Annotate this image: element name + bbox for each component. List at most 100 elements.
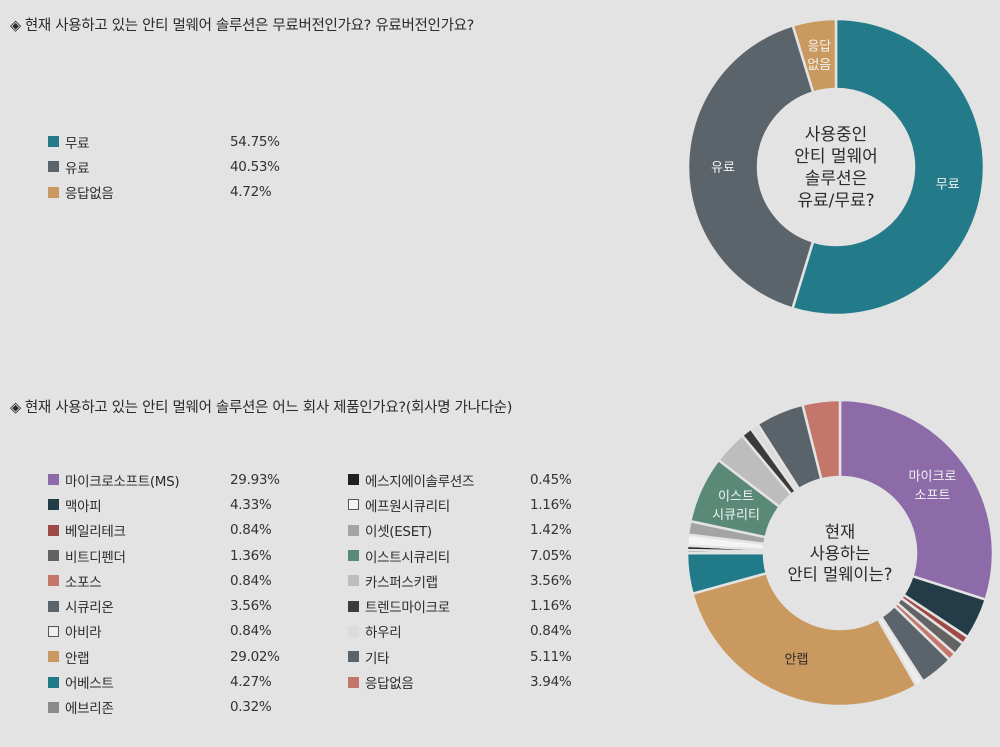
pie-slice	[838, 398, 995, 602]
legend-row: 에스지에이솔루션즈 0.45%	[348, 467, 572, 492]
legend-swatch	[348, 575, 359, 587]
diamond-icon: ◈	[10, 18, 21, 34]
legend-label: 시큐리온	[65, 600, 114, 617]
legend-value: 0.84%	[230, 623, 272, 640]
legend-label: 이스트시큐리티	[365, 549, 450, 566]
legend-swatch	[48, 186, 59, 198]
legend-label: 카스퍼스키랩	[365, 574, 438, 591]
legend-label: 소포스	[65, 574, 102, 591]
legend-label: 무료	[65, 135, 90, 152]
legend-value: 0.84%	[230, 572, 272, 589]
legend-label: 하우리	[365, 625, 402, 642]
legend-label: 기타	[365, 650, 390, 667]
legend-row: 맥아피 4.33%	[48, 492, 272, 517]
donut-hole	[764, 477, 916, 629]
legend-label: 비트디펜더	[65, 549, 126, 566]
legend-swatch	[348, 550, 359, 562]
legend-row: 응답없음 4.72%	[48, 180, 272, 205]
legend-value: 7.05%	[530, 547, 572, 564]
legend-swatch	[48, 524, 59, 536]
diamond-icon: ◈	[10, 400, 21, 416]
legend-label: 베일리테크	[65, 524, 126, 541]
legend-value: 4.33%	[230, 496, 272, 513]
question-2-text: 현재 사용하고 있는 안티 멀웨어 솔루션은 어느 회사 제품인가요?(회사명 …	[24, 400, 513, 416]
legend-swatch	[348, 600, 359, 612]
legend-swatch	[348, 524, 359, 536]
chart-2-legend-col1: 마이크로소프트(MS) 29.93% 맥아피 4.33% 베일리테크 0.84% 비트디펜더…	[48, 467, 280, 720]
slice-label: 무료	[936, 177, 960, 192]
legend-row: 기타 5.11%	[348, 644, 572, 669]
legend-swatch	[48, 651, 59, 663]
legend-swatch	[48, 600, 59, 612]
legend-row: 시큐리온 3.56%	[48, 593, 272, 618]
chart-2-legend-col2: 에스지에이솔루션즈 0.45% 에프원시큐리티 1.16% 이셋(ESET) 1.42% 이…	[348, 467, 572, 695]
legend-row: 트렌드마이크로 1.16%	[348, 593, 572, 618]
legend-row: 안랩 29.02%	[48, 644, 280, 669]
slice-label: 안랩	[784, 652, 808, 667]
legend-swatch	[48, 161, 59, 173]
legend-row: 비트디펜더 1.36%	[48, 543, 272, 568]
legend-label: 맥아피	[65, 498, 102, 515]
slice-label: 이스트 시큐리티	[712, 489, 760, 523]
legend-row: 이스트시큐리티 7.05%	[348, 543, 572, 568]
legend-swatch	[348, 651, 359, 663]
legend-row: 에브리존 0.32%	[48, 695, 272, 720]
legend-value: 0.32%	[230, 699, 272, 716]
legend-value: 29.02%	[230, 648, 280, 665]
donut-center-text: 현재 사용하는 안티 멀웨이는?	[787, 522, 892, 584]
legend-value: 4.72%	[230, 184, 272, 201]
legend-value: 54.75%	[230, 133, 280, 150]
legend-swatch	[48, 474, 59, 486]
legend-value: 1.42%	[530, 522, 572, 539]
legend-label: 응답없음	[65, 186, 114, 203]
legend-swatch	[348, 625, 359, 637]
legend-swatch	[48, 625, 59, 637]
slice-label: 마이크로 소프트	[909, 470, 957, 504]
question-2-title: ◈ 현재 사용하고 있는 안티 멀웨어 솔루션은 어느 회사 제품인가요?(회사명…	[10, 396, 512, 417]
legend-row: 에프원시큐리티 1.16%	[348, 492, 572, 517]
legend-value: 5.11%	[530, 648, 572, 665]
legend-swatch	[348, 474, 359, 486]
question-1-title: ◈ 현재 사용하고 있는 안티 멀웨어 솔루션은 무료버전인가요? 유료버전인가요…	[10, 14, 474, 35]
legend-swatch	[48, 136, 59, 148]
legend-row: 카스퍼스키랩 3.56%	[348, 568, 572, 593]
legend-row: 아비라 0.84%	[48, 619, 272, 644]
legend-label: 마이크로소프트(MS)	[65, 473, 180, 490]
legend-label: 어베스트	[65, 676, 114, 693]
legend-row: 하우리 0.84%	[348, 619, 572, 644]
legend-row: 마이크로소프트(MS) 29.93%	[48, 467, 280, 492]
legend-label: 트렌드마이크로	[365, 600, 450, 617]
legend-swatch	[48, 676, 59, 688]
legend-value: 3.56%	[530, 572, 572, 589]
legend-value: 0.45%	[530, 471, 572, 488]
legend-swatch	[48, 550, 59, 562]
legend-row: 응답없음 3.94%	[348, 669, 572, 694]
legend-row: 이셋(ESET) 1.42%	[348, 518, 572, 543]
chart-1-legend: 무료 54.75% 유료 40.53% 응답없음 4.72%	[48, 129, 280, 205]
legend-value: 29.93%	[230, 471, 280, 488]
donut-center-text: 사용중인 안티 멀웨어 솔루션은 유료/무료?	[794, 125, 878, 211]
legend-row: 베일리테크 0.84%	[48, 518, 272, 543]
legend-value: 3.56%	[230, 598, 272, 615]
slice-label: 유료	[711, 160, 735, 175]
legend-value: 0.84%	[530, 623, 572, 640]
legend-swatch	[48, 701, 59, 713]
legend-value: 3.94%	[530, 674, 572, 691]
legend-value: 1.16%	[530, 496, 572, 513]
question-1-text: 현재 사용하고 있는 안티 멀웨어 솔루션은 무료버전인가요? 유료버전인가요?	[24, 18, 475, 34]
donut-hole	[758, 89, 914, 245]
legend-value: 40.53%	[230, 158, 280, 175]
legend-value: 4.27%	[230, 674, 272, 691]
legend-row: 유료 40.53%	[48, 154, 280, 179]
legend-label: 안랩	[65, 650, 90, 667]
legend-label: 유료	[65, 160, 90, 177]
legend-swatch	[348, 499, 359, 511]
legend-swatch	[48, 575, 59, 587]
slice-label: 응답 없음	[807, 39, 831, 73]
legend-swatch	[348, 676, 359, 688]
legend-label: 아비라	[65, 625, 102, 642]
legend-label: 에스지에이솔루션즈	[365, 473, 475, 490]
legend-value: 1.36%	[230, 547, 272, 564]
